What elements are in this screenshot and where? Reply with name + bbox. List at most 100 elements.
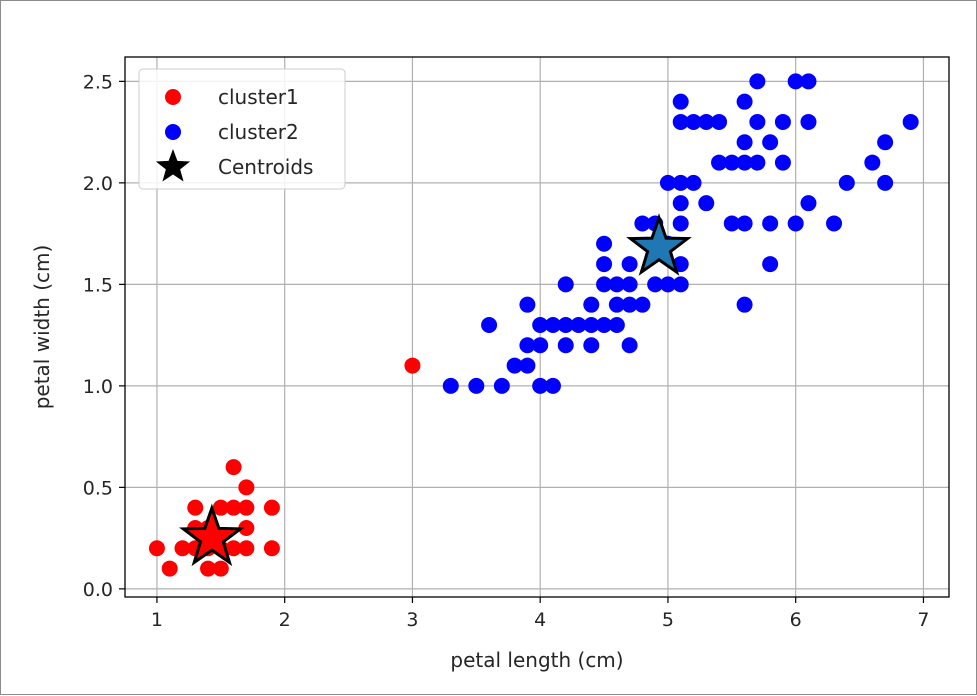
cluster2-point bbox=[749, 154, 766, 171]
cluster2-point bbox=[698, 195, 715, 212]
cluster2-point bbox=[583, 337, 600, 354]
cluster1-point bbox=[161, 560, 178, 577]
cluster2-point bbox=[481, 316, 498, 333]
cluster2-point bbox=[685, 113, 702, 130]
cluster2-point bbox=[902, 113, 919, 130]
legend: cluster1 cluster2 Centroids bbox=[138, 68, 346, 190]
cluster2-point bbox=[749, 73, 766, 90]
cluster1-point bbox=[404, 357, 421, 374]
cluster2-point bbox=[608, 316, 625, 333]
x-tick-label: 7 bbox=[917, 609, 929, 631]
cluster1-point bbox=[174, 540, 191, 557]
cluster2-point bbox=[877, 174, 894, 191]
centroid-star bbox=[178, 503, 245, 567]
legend-marker-cluster1 bbox=[165, 89, 181, 105]
cluster1-point bbox=[225, 540, 242, 557]
cluster2-point bbox=[800, 195, 817, 212]
cluster2-point bbox=[596, 235, 613, 252]
x-tick-label: 2 bbox=[279, 609, 291, 631]
y-tick-label: 0.5 bbox=[83, 477, 113, 499]
cluster1-point bbox=[263, 540, 280, 557]
cluster2-point bbox=[532, 337, 549, 354]
cluster2-point bbox=[685, 174, 702, 191]
legend-marker-centroids bbox=[155, 149, 191, 182]
cluster2-point bbox=[672, 113, 689, 130]
cluster2-point bbox=[557, 316, 574, 333]
cluster2-point bbox=[583, 296, 600, 313]
cluster1-point bbox=[212, 560, 229, 577]
cluster2-point bbox=[634, 296, 651, 313]
cluster2-point bbox=[749, 113, 766, 130]
y-tick-label: 2.5 bbox=[83, 71, 113, 93]
cluster1-point bbox=[200, 560, 217, 577]
data-points bbox=[148, 73, 919, 577]
cluster2-point bbox=[544, 377, 561, 394]
axis-ticks: 1 2 3 4 5 6 7 0.0 0.5 1.0 1.5 2.0 2.5 bbox=[83, 71, 930, 631]
cluster2-point bbox=[544, 316, 561, 333]
x-tick-label: 3 bbox=[406, 609, 418, 631]
cluster2-point bbox=[800, 113, 817, 130]
cluster1-point bbox=[238, 540, 255, 557]
cluster2-point bbox=[532, 377, 549, 394]
cluster2-point bbox=[762, 256, 779, 273]
cluster1-point bbox=[238, 479, 255, 496]
cluster1-point bbox=[187, 499, 204, 516]
cluster2-point bbox=[621, 276, 638, 293]
x-tick-label: 4 bbox=[534, 609, 546, 631]
y-tick-label: 2.0 bbox=[83, 173, 113, 195]
y-tick-label: 0.0 bbox=[83, 579, 113, 601]
y-tick-label: 1.5 bbox=[83, 274, 113, 296]
cluster2-point bbox=[557, 276, 574, 293]
cluster2-point bbox=[711, 154, 728, 171]
cluster2-point bbox=[596, 256, 613, 273]
x-tick-label: 5 bbox=[662, 609, 674, 631]
centroid-star bbox=[626, 213, 692, 276]
cluster2-point bbox=[838, 174, 855, 191]
cluster2-point bbox=[442, 377, 459, 394]
cluster2-point bbox=[736, 296, 753, 313]
cluster2-point bbox=[800, 73, 817, 90]
cluster2-point bbox=[787, 73, 804, 90]
cluster2-point bbox=[519, 337, 536, 354]
cluster2-point bbox=[762, 134, 779, 151]
cluster2-point bbox=[532, 316, 549, 333]
cluster2-point bbox=[672, 215, 689, 232]
cluster2-point bbox=[711, 113, 728, 130]
cluster2-point bbox=[659, 174, 676, 191]
cluster2-point bbox=[698, 113, 715, 130]
cluster1-point bbox=[263, 499, 280, 516]
cluster2-point bbox=[864, 154, 881, 171]
cluster1-point bbox=[225, 499, 242, 516]
cluster2-point bbox=[621, 337, 638, 354]
plot-area-border bbox=[124, 56, 950, 598]
cluster2-point bbox=[519, 296, 536, 313]
cluster2-point bbox=[621, 256, 638, 273]
cluster2-point bbox=[647, 276, 664, 293]
cluster1-point bbox=[225, 459, 242, 476]
cluster2-point bbox=[736, 93, 753, 110]
cluster2-point bbox=[787, 215, 804, 232]
cluster2-point bbox=[634, 215, 651, 232]
cluster2-point bbox=[506, 357, 523, 374]
cluster2-point bbox=[468, 377, 485, 394]
cluster2-point bbox=[493, 377, 510, 394]
cluster2-point bbox=[762, 215, 779, 232]
x-tick-label: 1 bbox=[151, 609, 163, 631]
cluster1-point bbox=[238, 499, 255, 516]
cluster2-point bbox=[672, 93, 689, 110]
y-tick-label: 1.0 bbox=[83, 376, 113, 398]
cluster2-point bbox=[723, 154, 740, 171]
legend-label-cluster1: cluster1 bbox=[218, 85, 299, 109]
cluster2-point bbox=[774, 154, 791, 171]
x-axis-title: petal length (cm) bbox=[450, 648, 623, 672]
legend-box bbox=[138, 68, 346, 190]
cluster2-point bbox=[557, 337, 574, 354]
legend-marker-cluster2 bbox=[165, 124, 181, 140]
cluster1-point bbox=[212, 499, 229, 516]
cluster2-point bbox=[877, 134, 894, 151]
cluster2-point bbox=[570, 316, 587, 333]
cluster2-point bbox=[736, 154, 753, 171]
legend-label-cluster2: cluster2 bbox=[218, 120, 299, 144]
cluster2-point bbox=[672, 174, 689, 191]
